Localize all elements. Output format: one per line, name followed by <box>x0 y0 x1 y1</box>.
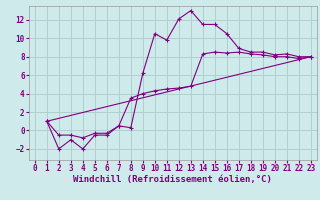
X-axis label: Windchill (Refroidissement éolien,°C): Windchill (Refroidissement éolien,°C) <box>73 175 272 184</box>
